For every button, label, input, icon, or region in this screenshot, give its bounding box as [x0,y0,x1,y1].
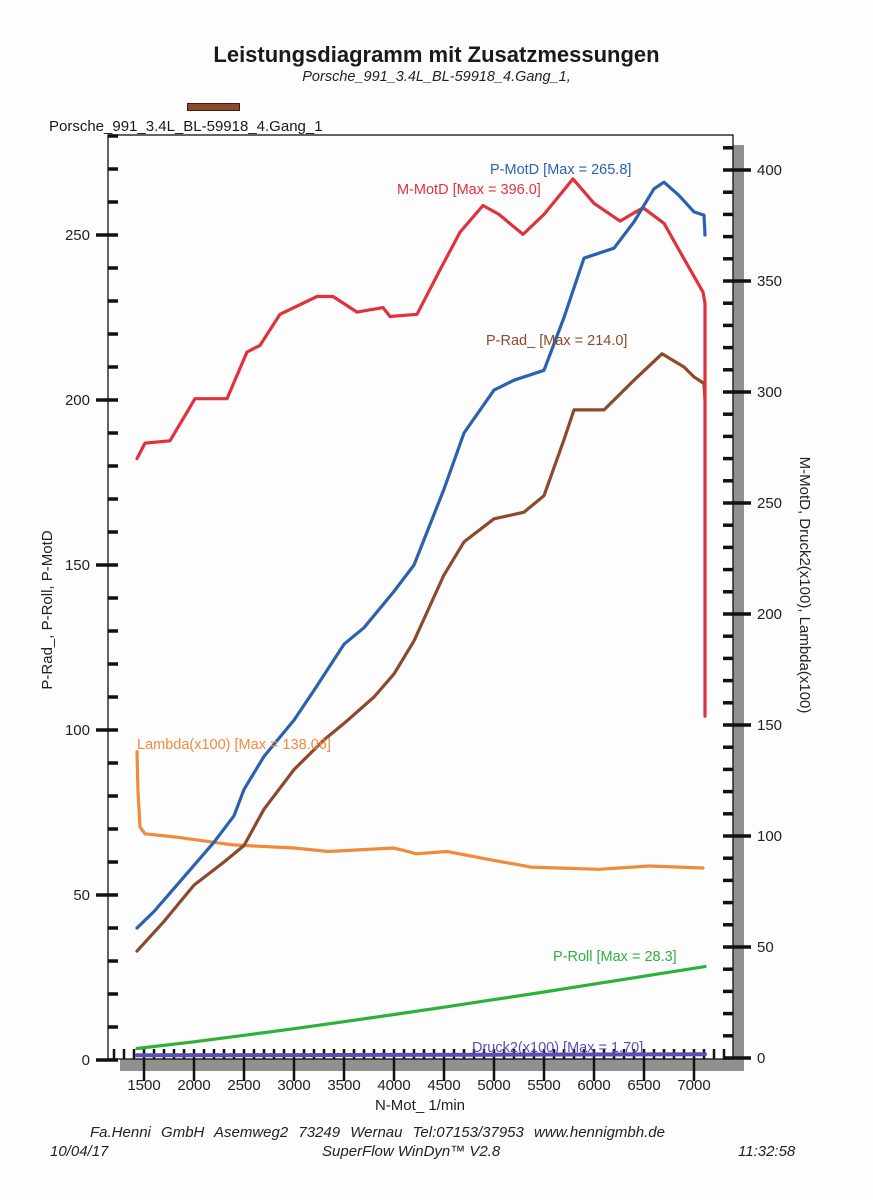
left-axis-tick-label: 100 [65,722,90,739]
footer-time: 11:32:58 [738,1143,796,1160]
x-axis-tick-label: 7000 [677,1077,710,1094]
series-line-p-roll [135,964,707,1051]
right-axis-title: M-MotD, Druck2(x100), Lambda(x100) [796,457,813,714]
series-line-p-rad- [135,352,707,953]
series-line-p-motd [135,180,707,930]
x-axis-title: N-Mot_ 1/min [375,1097,465,1114]
series-line-m-motd [135,177,707,718]
right-axis-tick-label: 250 [757,495,782,512]
footer-date: 10/04/17 [50,1143,109,1160]
footer-company: Fa.Henni GmbH Asemweg2 73249 Wernau Tel:… [90,1124,665,1141]
x-axis-tick-label: 3500 [327,1077,360,1094]
x-axis-tick-label: 5500 [527,1077,560,1094]
left-axis-tick-label: 200 [65,392,90,409]
footer-software: SuperFlow WinDyn™ V2.8 [322,1143,501,1160]
left-axis-tick-label: 0 [82,1052,90,1069]
right-axis-tick-label: 50 [757,939,774,956]
right-axis-tick-label: 0 [757,1050,765,1067]
x-axis-tick-label: 5000 [477,1077,510,1094]
plot-frame [107,134,734,1060]
right-axis-tick-label: 350 [757,273,782,290]
x-axis-tick-label: 3000 [277,1077,310,1094]
legend-label: Porsche_991_3.4L_BL-59918_4.Gang_1 [49,118,323,135]
chart-subtitle: Porsche_991_3.4L_BL-59918_4.Gang_1, [302,69,571,85]
series-label-p-roll: P-Roll [Max = 28.3] [553,949,677,965]
series-line-lambda-x100- [135,749,705,871]
series-label-druck2-x100-: Druck2(x100) [Max = 1.70] [472,1040,643,1056]
series-label-p-motd: P-MotD [Max = 265.8] [490,162,631,178]
x-axis-tick-label: 2500 [227,1077,260,1094]
right-axis-tick-label: 100 [757,828,782,845]
x-axis-tick-label: 6500 [627,1077,660,1094]
series-label-p-rad-: P-Rad_ [Max = 214.0] [486,333,627,349]
bottom-axis-shadow [120,1059,744,1071]
left-axis-title: P-Rad_, P-Roll, P-MotD [39,530,56,689]
left-axis-tick-label: 250 [65,227,90,244]
x-axis-tick-label: 4000 [377,1077,410,1094]
right-axis-tick-label: 300 [757,384,782,401]
series-label-lambda-x100-: Lambda(x100) [Max = 138.06] [137,737,331,753]
x-axis-tick-label: 1500 [127,1077,160,1094]
legend-swatch [187,103,240,111]
left-axis-tick-label: 50 [73,887,90,904]
chart-title: Leistungsdiagramm mit Zusatzmessungen [213,42,660,67]
right-axis-tick-label: 200 [757,606,782,623]
series-line-druck2-x100- [135,1052,707,1058]
right-axis-shadow [733,145,744,1071]
x-axis-tick-label: 2000 [177,1077,210,1094]
left-axis-tick-label: 150 [65,557,90,574]
right-axis-tick-label: 150 [757,717,782,734]
series-label-m-motd: M-MotD [Max = 396.0] [397,182,541,198]
x-axis-tick-label: 6000 [577,1077,610,1094]
x-axis-tick-label: 4500 [427,1077,460,1094]
right-axis-tick-label: 400 [757,162,782,179]
